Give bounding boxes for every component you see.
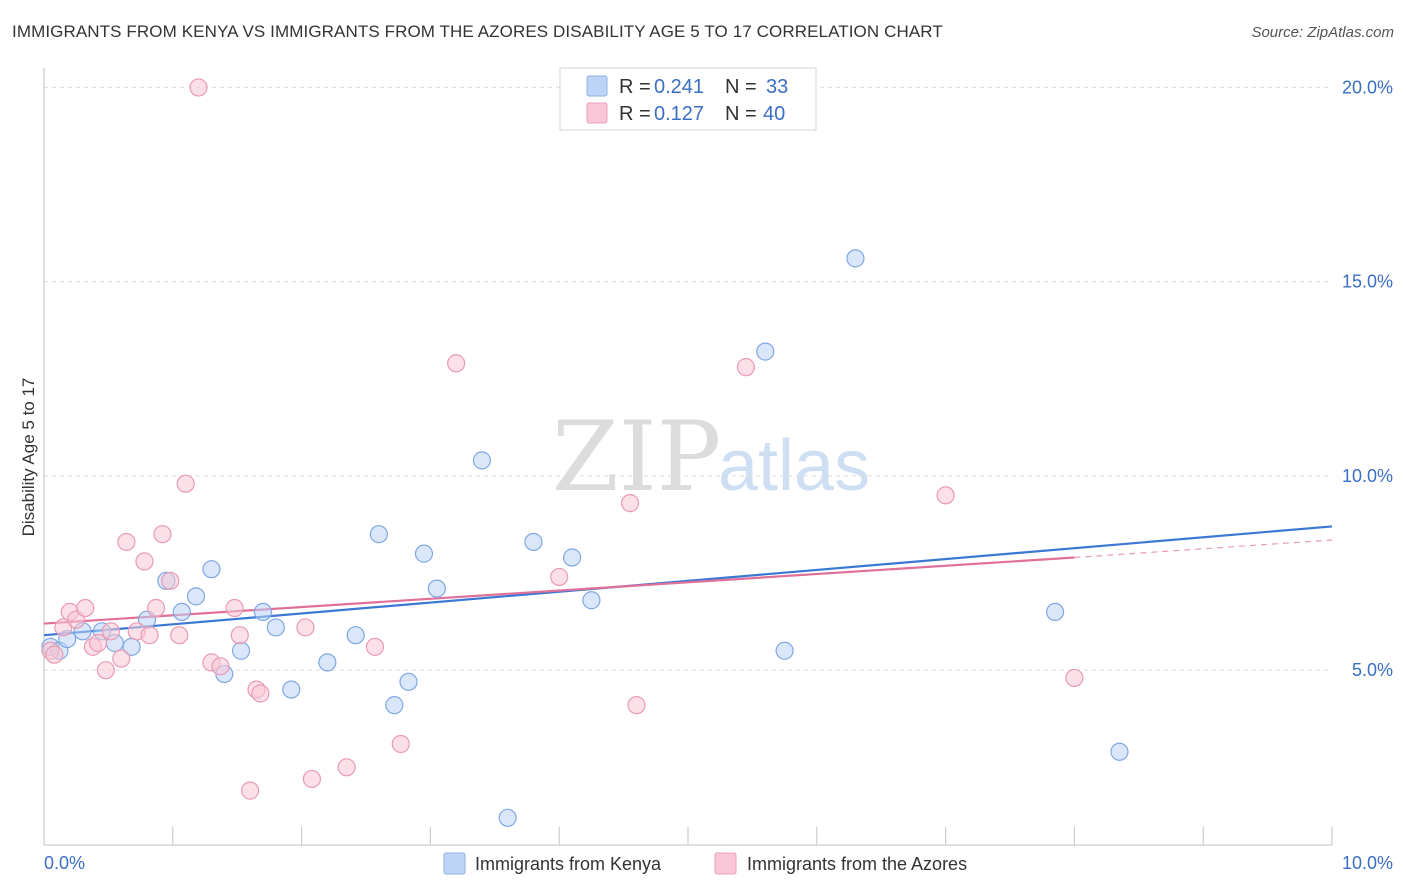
point-azores-14 bbox=[140, 626, 159, 645]
point-azores-31 bbox=[365, 637, 385, 656]
trend-line-kenya bbox=[43, 525, 1333, 637]
point-azores-20 bbox=[189, 78, 208, 97]
trend-lines bbox=[43, 525, 1333, 637]
point-azores-33 bbox=[447, 354, 466, 373]
stats-legend: R = 0.241 N = 33 R = 0.127 N = 40 bbox=[559, 67, 817, 131]
point-azores-15 bbox=[146, 598, 166, 618]
point-azores-8 bbox=[96, 661, 115, 680]
point-azores-7 bbox=[88, 633, 108, 653]
series-legend-swatch-azores bbox=[714, 852, 737, 875]
point-azores-37 bbox=[736, 358, 756, 377]
x-tick-marks bbox=[172, 827, 1333, 845]
series-legend-label-azores: Immigrants from the Azores bbox=[747, 854, 967, 874]
point-kenya-14 bbox=[253, 602, 273, 622]
y-tick-label-10: 10.0% bbox=[1342, 466, 1393, 486]
x-tick-label-max: 10.0% bbox=[1342, 853, 1393, 873]
point-kenya-18 bbox=[346, 626, 365, 645]
point-azores-9 bbox=[101, 622, 121, 641]
chart-title: IMMIGRANTS FROM KENYA VS IMMIGRANTS FROM… bbox=[12, 22, 943, 41]
point-azores-24 bbox=[230, 626, 249, 645]
y-tick-label-5: 5.0% bbox=[1352, 660, 1393, 680]
y-axis-title: Disability Age 5 to 17 bbox=[19, 378, 38, 537]
legend-n-label-1: N = bbox=[725, 76, 757, 98]
legend-swatch-kenya bbox=[586, 75, 608, 97]
point-azores-16 bbox=[153, 525, 172, 544]
point-azores-17 bbox=[161, 571, 180, 590]
point-azores-25 bbox=[240, 781, 260, 800]
trend-line-extension-azores bbox=[1074, 539, 1333, 559]
watermark-atlas: atlas bbox=[718, 426, 870, 506]
series-legend: Immigrants from Kenya Immigrants from th… bbox=[443, 852, 967, 875]
point-kenya-17 bbox=[318, 653, 337, 672]
point-kenya-24 bbox=[472, 451, 492, 470]
point-kenya-22 bbox=[414, 544, 434, 563]
point-azores-22 bbox=[211, 657, 230, 676]
series-legend-label-kenya: Immigrants from Kenya bbox=[475, 854, 662, 874]
y-tick-labels: 5.0% 10.0% 15.0% 20.0% bbox=[1342, 77, 1393, 680]
point-azores-36 bbox=[627, 696, 646, 715]
point-azores-34 bbox=[550, 567, 569, 587]
point-kenya-29 bbox=[756, 342, 775, 361]
point-kenya-27 bbox=[562, 548, 582, 567]
point-azores-11 bbox=[117, 532, 136, 552]
point-azores-27 bbox=[251, 684, 270, 703]
point-kenya-21 bbox=[399, 672, 418, 691]
series-legend-swatch-kenya bbox=[443, 852, 466, 875]
legend-n-value-azores: 40 bbox=[763, 103, 785, 125]
data-points bbox=[41, 78, 1129, 827]
point-kenya-11 bbox=[202, 560, 221, 579]
legend-r-label-1: R = bbox=[619, 76, 651, 98]
legend-r-value-azores: 0.127 bbox=[654, 103, 704, 125]
point-azores-28 bbox=[296, 618, 315, 637]
point-kenya-31 bbox=[846, 249, 865, 268]
y-tick-label-15: 15.0% bbox=[1342, 272, 1393, 292]
legend-r-label-2: R = bbox=[619, 103, 651, 125]
point-kenya-15 bbox=[266, 618, 285, 637]
point-azores-39 bbox=[1065, 668, 1084, 688]
legend-r-value-kenya: 0.241 bbox=[654, 76, 704, 98]
point-kenya-28 bbox=[582, 591, 601, 610]
point-azores-35 bbox=[620, 494, 640, 513]
point-azores-5 bbox=[76, 598, 95, 618]
legend-swatch-azores bbox=[586, 102, 608, 124]
point-kenya-25 bbox=[498, 808, 517, 827]
point-kenya-19 bbox=[369, 525, 388, 544]
point-azores-10 bbox=[112, 649, 131, 668]
point-azores-38 bbox=[936, 486, 955, 505]
point-azores-13 bbox=[135, 552, 154, 571]
point-kenya-26 bbox=[524, 532, 543, 552]
point-kenya-13 bbox=[231, 641, 251, 660]
point-azores-18 bbox=[170, 626, 189, 645]
point-kenya-20 bbox=[385, 696, 404, 715]
point-azores-19 bbox=[176, 474, 195, 493]
point-kenya-30 bbox=[775, 641, 794, 660]
legend-n-value-kenya: 33 bbox=[766, 76, 788, 98]
point-kenya-23 bbox=[427, 579, 446, 598]
point-azores-32 bbox=[391, 734, 410, 754]
point-kenya-10 bbox=[186, 587, 206, 606]
point-azores-29 bbox=[302, 769, 322, 789]
point-azores-1 bbox=[45, 645, 64, 664]
point-kenya-16 bbox=[282, 680, 301, 699]
x-tick-label-min: 0.0% bbox=[44, 853, 85, 873]
legend-n-label-2: N = bbox=[725, 103, 757, 125]
y-tick-label-20: 20.0% bbox=[1342, 77, 1393, 97]
point-kenya-9 bbox=[172, 602, 191, 622]
point-kenya-33 bbox=[1110, 742, 1129, 761]
source-credit: Source: ZipAtlas.com bbox=[1251, 24, 1394, 41]
point-kenya-32 bbox=[1045, 602, 1065, 622]
trend-line-azores bbox=[43, 556, 1075, 625]
point-azores-23 bbox=[225, 598, 244, 618]
watermark-zip: ZIP bbox=[552, 401, 721, 513]
point-azores-30 bbox=[337, 758, 356, 777]
